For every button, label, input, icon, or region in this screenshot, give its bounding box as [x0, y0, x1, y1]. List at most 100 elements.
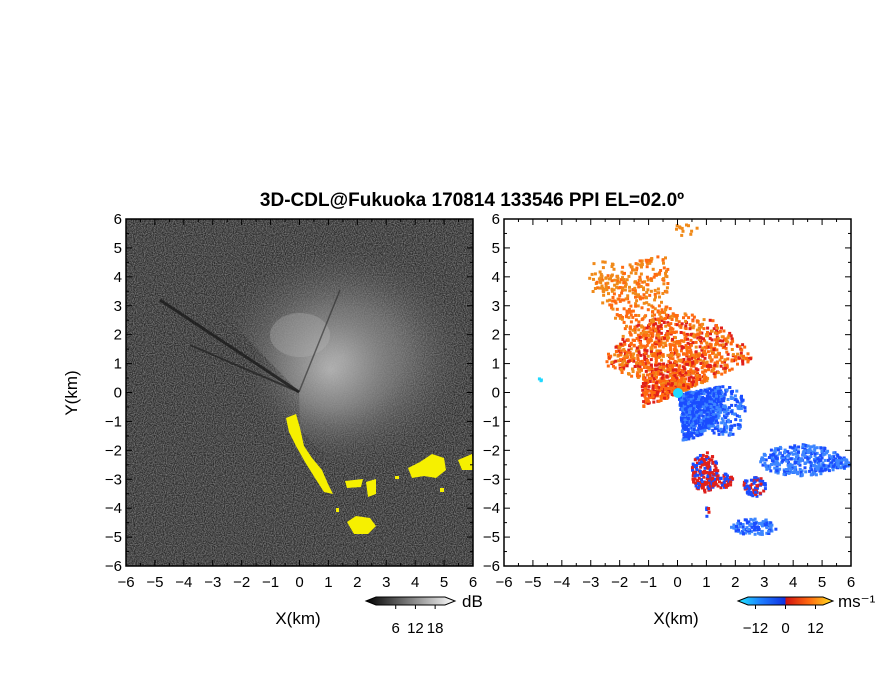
- velocity-pixel: [770, 463, 773, 466]
- velocity-pixel: [713, 469, 717, 473]
- velocity-pixel: [539, 378, 543, 382]
- velocity-pixel: [616, 354, 620, 358]
- velocity-pixel: [630, 265, 634, 269]
- velocity-pixel: [696, 405, 699, 408]
- y-tick-label: 3: [114, 298, 122, 315]
- velocity-pixel: [679, 416, 683, 420]
- velocity-pixel: [646, 278, 650, 282]
- velocity-pixel: [672, 343, 676, 347]
- velocity-pixel: [730, 348, 734, 351]
- x-tick-label: 0: [295, 574, 303, 591]
- velocity-pixel: [732, 526, 736, 530]
- velocity-pixel: [660, 396, 664, 400]
- velocity-pixel: [712, 372, 716, 376]
- velocity-pixel: [670, 354, 674, 358]
- velocity-pixel: [635, 266, 639, 270]
- velocity-pixel: [695, 430, 699, 434]
- velocity-pixel: [659, 351, 663, 355]
- velocity-pixel: [714, 353, 718, 357]
- velocity-pixel: [668, 307, 672, 311]
- velocity-pixel: [709, 411, 713, 415]
- x-tick-label: −2: [611, 574, 628, 591]
- velocity-pixel: [834, 457, 838, 461]
- velocity-pixel: [664, 256, 667, 260]
- velocity-pixel: [684, 344, 688, 347]
- velocity-pixel: [741, 359, 745, 363]
- velocity-pixel: [679, 374, 683, 378]
- velocity-pixel: [658, 271, 662, 275]
- velocity-pixel: [712, 482, 716, 486]
- velocity-pixel: [631, 328, 635, 332]
- velocity-pixel: [656, 310, 660, 314]
- velocity-pixel: [743, 409, 747, 413]
- velocity-pixel: [827, 469, 831, 473]
- velocity-pixel: [684, 402, 687, 406]
- velocity-pixel: [815, 465, 819, 469]
- velocity-pixel: [678, 226, 682, 230]
- x-tick-label: −1: [262, 574, 279, 591]
- velocity-pixel: [661, 390, 665, 394]
- velocity-pixel: [827, 454, 831, 458]
- velocity-pixel: [726, 357, 730, 361]
- velocity-pixel: [635, 346, 639, 350]
- velocity-pixel: [676, 385, 680, 389]
- velocity-pixel: [716, 337, 720, 341]
- velocity-pixel: [711, 319, 715, 323]
- velocity-pixel: [631, 288, 635, 292]
- velocity-pixel: [815, 467, 819, 471]
- velocity-pixel: [739, 407, 743, 410]
- velocity-pixel: [642, 286, 645, 290]
- velocity-pixel: [634, 304, 638, 308]
- velocity-pixel: [616, 279, 620, 283]
- velocity-pixel: [650, 257, 654, 260]
- velocity-pixel: [606, 364, 610, 368]
- velocity-pixel: [642, 288, 646, 292]
- velocity-pixel: [724, 337, 728, 341]
- velocity-pixel: [705, 408, 708, 412]
- velocity-pixel: [642, 373, 646, 377]
- velocity-pixel: [789, 457, 793, 461]
- velocity-pixel: [668, 372, 672, 376]
- velocity-pixel: [713, 427, 717, 431]
- velocity-pixel: [738, 415, 742, 418]
- velocity-pixel: [657, 369, 661, 373]
- velocity-pixel: [666, 267, 670, 271]
- velocity-pixel: [697, 414, 701, 418]
- velocity-pixel: [670, 318, 674, 321]
- velocity-pixel: [695, 379, 699, 383]
- velocity-pixel: [643, 280, 647, 284]
- x-tick-label: 2: [731, 574, 739, 591]
- velocity-pixel: [718, 391, 722, 395]
- velocity-pixel: [649, 396, 653, 399]
- velocity-pixel: [707, 397, 711, 401]
- velocity-pixel: [692, 472, 696, 475]
- velocity-pixel: [755, 494, 759, 498]
- velocity-pixel: [605, 299, 609, 303]
- velocity-pixel: [631, 367, 635, 371]
- velocity-pixel: [674, 376, 678, 380]
- velocity-pixel: [742, 483, 746, 487]
- velocity-pixel: [652, 391, 656, 395]
- velocity-pixel: [646, 401, 650, 405]
- velocity-pixel: [758, 479, 762, 483]
- velocity-pixel: [686, 417, 690, 420]
- velocity-pixel: [671, 365, 674, 369]
- velocity-pixel: [699, 427, 703, 431]
- velocity-colorbar-ticks: −12 0 12: [743, 605, 824, 637]
- velocity-pixel: [610, 287, 614, 291]
- velocity-pixel: [705, 470, 709, 474]
- velocity-pixel: [819, 446, 823, 450]
- velocity-pixel: [714, 397, 718, 401]
- velocity-pixel: [724, 342, 728, 346]
- velocity-pixel: [651, 327, 655, 331]
- velocity-pixel: [848, 462, 851, 466]
- velocity-pixel: [781, 456, 785, 459]
- velocity-pixel: [669, 368, 673, 372]
- velocity-pixel: [641, 296, 645, 300]
- velocity-pixel: [783, 451, 786, 455]
- velocity-pixel: [723, 422, 727, 426]
- velocity-pixel: [693, 474, 697, 478]
- velocity-pixel: [738, 407, 742, 411]
- velocity-pixel: [709, 421, 713, 425]
- colorbar-tick-label: 12: [407, 620, 424, 637]
